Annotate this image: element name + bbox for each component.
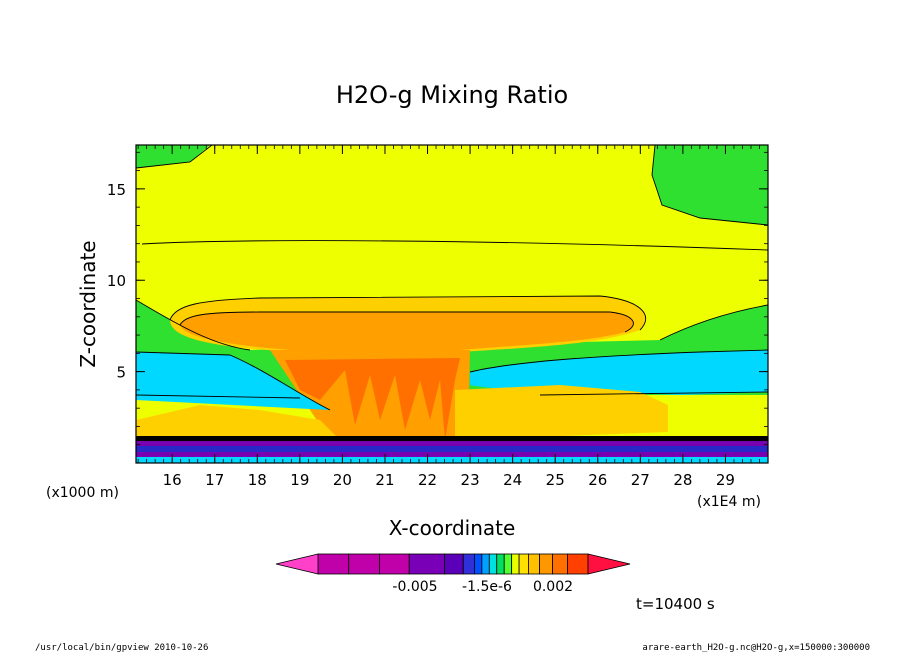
band-green-top-left (136, 145, 210, 168)
band-dark-orange (285, 358, 460, 440)
x-tick-label: 16 (163, 471, 182, 489)
colorbar-segment (444, 553, 464, 575)
colorbar-segment (567, 553, 589, 575)
band-blue-low (136, 446, 768, 452)
x-axis-label: X-coordinate (389, 516, 516, 540)
band-lower-light-orange (136, 405, 340, 440)
x-tick-label: 27 (631, 471, 650, 489)
y-tick-label: 5 (116, 364, 126, 382)
band-lower-light-orange-right (455, 385, 668, 440)
colorbar-segment (539, 553, 554, 575)
band-green-top-right (652, 145, 768, 225)
colorbar-segment (481, 553, 490, 575)
x-tick-label: 25 (546, 471, 565, 489)
x-tick-label: 23 (461, 471, 480, 489)
colorbar-segment (317, 553, 350, 575)
y-tick-label: 10 (107, 272, 126, 290)
x-tick-label: 28 (673, 471, 692, 489)
y-tick-label: 15 (107, 181, 126, 199)
band-dark-line (136, 436, 768, 441)
colorbar-segment (496, 553, 505, 575)
x-tick-label: 19 (290, 471, 309, 489)
colorbar-segment (462, 553, 475, 575)
x-tick-label: 26 (588, 471, 607, 489)
colorbar (275, 553, 631, 575)
x-tick-label: 21 (375, 471, 394, 489)
colorbar-segment (488, 553, 498, 575)
colorbar-label: -0.005 (392, 579, 437, 595)
footer-left: /usr/local/bin/gpview 2010-10-26 (35, 643, 208, 653)
x-unit-label: (x1E4 m) (697, 494, 761, 510)
footer-right: arare-earth_H2O-g.nc@H2O-g,x=150000:3000… (642, 643, 870, 653)
colorbar-segment (474, 553, 483, 575)
colorbar-segment (379, 553, 410, 575)
x-axis: 16 17 18 19 20 21 22 23 24 25 26 27 28 29 (137, 145, 769, 489)
plot-frame (135, 144, 769, 464)
colorbar-segment (518, 553, 529, 575)
colorbar-left-triangle (275, 553, 319, 575)
colorbar-label: 0.002 (533, 579, 573, 595)
x-tick-label: 29 (716, 471, 735, 489)
x-tick-label: 24 (503, 471, 522, 489)
colorbar-segment (528, 553, 540, 575)
time-label: t=10400 s (636, 595, 715, 613)
x-tick-label: 17 (205, 471, 224, 489)
contour-lines (136, 145, 768, 411)
colorbar-segment (348, 553, 380, 575)
x-tick-label: 20 (333, 471, 352, 489)
x-tick-label: 18 (248, 471, 267, 489)
colorbar-segment (503, 553, 513, 575)
colorbar-right-triangle (587, 553, 631, 575)
x-tick-label: 22 (418, 471, 437, 489)
colorbar-segment (511, 553, 520, 575)
colorbar-label: -1.5e-6 (462, 579, 512, 595)
chart-title: H2O-g Mixing Ratio (336, 81, 568, 109)
colorbar-labels: -0.005 -1.5e-6 0.002 (392, 579, 573, 595)
colorbar-segment (408, 553, 446, 575)
contour-plot (135, 144, 769, 464)
y-unit-label: (x1000 m) (46, 485, 119, 501)
band-cyan-bottom (136, 457, 768, 463)
colorbar-segment (552, 553, 568, 575)
y-axis: 5 10 15 (107, 151, 768, 446)
y-axis-label: Z-coordinate (76, 240, 100, 367)
